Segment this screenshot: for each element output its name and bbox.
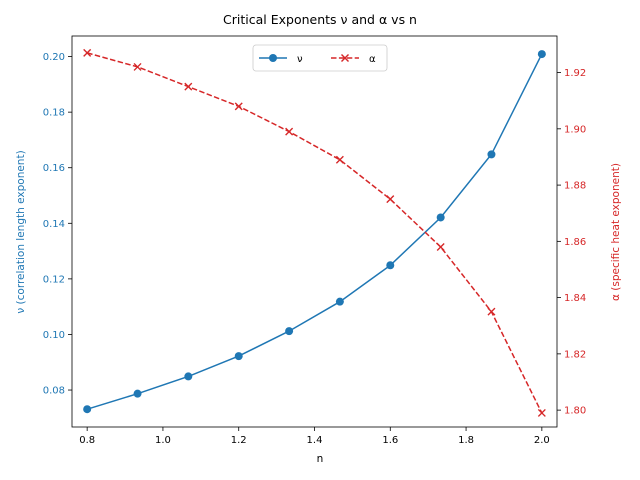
x-tick-label: 1.2 bbox=[231, 435, 247, 446]
series-line-nu bbox=[86, 53, 543, 410]
data-point-alpha bbox=[335, 155, 344, 164]
x-tick-label: 1.6 bbox=[382, 435, 398, 446]
chart-title: Critical Exponents ν and α vs n bbox=[223, 12, 417, 27]
legend-label: ν bbox=[297, 54, 303, 65]
right-y-tick-label: 1.90 bbox=[564, 124, 586, 135]
left-y-axis-label: ν (correlation length exponent) bbox=[15, 150, 27, 313]
data-point-nu bbox=[184, 372, 193, 381]
legend-box bbox=[252, 44, 388, 72]
x-tick-label: 1.4 bbox=[307, 435, 323, 446]
data-point-alpha bbox=[184, 82, 193, 91]
data-point-alpha bbox=[487, 307, 496, 316]
x-tick-label: 0.8 bbox=[79, 435, 95, 446]
right-y-tick-label: 1.82 bbox=[564, 349, 586, 360]
data-point-nu bbox=[285, 327, 294, 336]
right-y-tick-label: 1.80 bbox=[564, 406, 586, 417]
x-marker-stroke bbox=[234, 102, 243, 111]
left-y-tick-label: 0.12 bbox=[43, 274, 65, 285]
left-y-tick-label: 0.10 bbox=[43, 330, 65, 341]
right-y-tick-label: 1.84 bbox=[564, 293, 586, 304]
left-y-tick-label: 0.18 bbox=[43, 108, 65, 119]
x-marker-stroke bbox=[133, 62, 142, 71]
data-point-nu bbox=[386, 261, 395, 270]
right-y-tick-label: 1.92 bbox=[564, 68, 586, 79]
x-axis-label: n bbox=[317, 453, 324, 465]
series-line-alpha bbox=[86, 52, 543, 414]
data-point-nu bbox=[537, 50, 546, 59]
right-y-axis-label: α (specific heat exponent) bbox=[610, 163, 622, 301]
data-point-nu bbox=[133, 389, 142, 398]
right-y-tick-label: 1.88 bbox=[564, 181, 586, 192]
legend-marker-x bbox=[341, 54, 349, 62]
x-marker-stroke bbox=[487, 307, 496, 316]
left-y-tick-label: 0.16 bbox=[43, 163, 65, 174]
data-point-alpha bbox=[133, 62, 142, 71]
left-y-tick-label: 0.20 bbox=[43, 52, 65, 63]
data-point-nu bbox=[487, 150, 496, 159]
x-tick-label: 2.0 bbox=[534, 435, 550, 446]
data-point-nu bbox=[335, 297, 344, 306]
x-marker-stroke bbox=[335, 155, 344, 164]
x-marker-stroke bbox=[83, 48, 92, 57]
data-point-alpha bbox=[537, 408, 546, 417]
plot-area: 0.8 1.0 1.2 1.4 1.6 1.8 2.0 0.08 0.10 0.12 0.14 0.1… bbox=[43, 35, 586, 446]
data-point-nu bbox=[436, 213, 445, 222]
data-point-alpha bbox=[285, 127, 294, 136]
x-marker-stroke bbox=[537, 408, 546, 417]
left-y-tick-label: 0.08 bbox=[43, 386, 65, 397]
x-marker-stroke bbox=[436, 242, 445, 251]
data-point-alpha bbox=[436, 242, 445, 251]
x-marker-stroke bbox=[184, 82, 193, 91]
data-point-nu bbox=[83, 405, 92, 414]
legend-label: α bbox=[369, 54, 376, 65]
left-y-tick-label: 0.14 bbox=[43, 219, 65, 230]
data-point-alpha bbox=[83, 48, 92, 57]
x-tick-label: 1.8 bbox=[458, 435, 474, 446]
right-y-tick-label: 1.86 bbox=[564, 237, 586, 248]
x-marker-stroke bbox=[285, 127, 294, 136]
x-marker-stroke bbox=[386, 195, 395, 204]
data-point-nu bbox=[234, 352, 243, 361]
x-tick-label: 1.0 bbox=[155, 435, 171, 446]
legend-marker-circle bbox=[269, 54, 277, 62]
data-point-alpha bbox=[234, 102, 243, 111]
data-point-alpha bbox=[386, 195, 395, 204]
